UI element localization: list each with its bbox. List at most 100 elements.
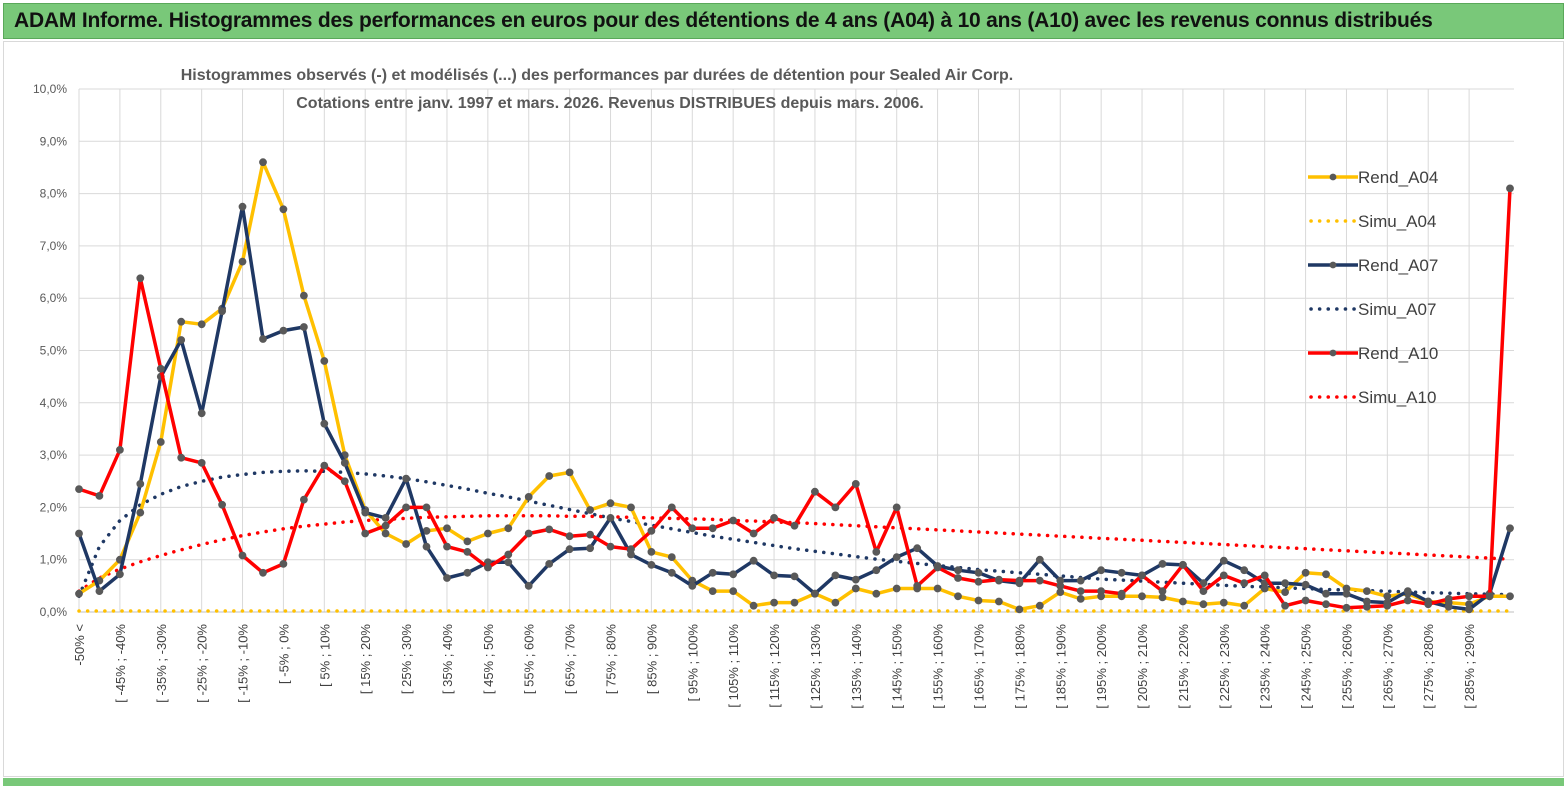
data-point [422, 503, 431, 512]
y-tick-label: 0,0% [40, 605, 68, 619]
data-point [279, 560, 288, 568]
data-point [1281, 579, 1289, 588]
y-tick-label: 8,0% [40, 187, 68, 201]
data-point [75, 589, 83, 598]
data-point [320, 357, 329, 365]
data-point [954, 592, 962, 601]
series-rend-a07 [75, 202, 1514, 614]
data-point [116, 446, 124, 454]
data-point [1035, 601, 1044, 610]
data-point [484, 529, 492, 538]
data-point [1179, 597, 1187, 606]
data-point [1076, 587, 1085, 595]
data-point [892, 584, 901, 593]
data-point [1035, 576, 1044, 585]
data-point [1342, 589, 1351, 598]
y-tick-label: 7,0% [40, 239, 68, 253]
data-point [667, 568, 676, 577]
data-point [218, 500, 227, 509]
data-point [1506, 592, 1514, 601]
data-point [1076, 595, 1085, 603]
legend-label: Rend_A10 [1358, 344, 1438, 363]
data-point [606, 542, 615, 551]
x-tick-label: [ 255% ; 260% [1339, 624, 1354, 709]
data-point [974, 577, 983, 586]
x-tick-label: [ 45% ; 50% [481, 624, 496, 695]
data-point [1260, 571, 1269, 580]
data-point [606, 514, 615, 522]
data-point [688, 582, 697, 590]
series-line [78, 160, 1510, 612]
data-point [586, 506, 594, 514]
data-point [1342, 603, 1351, 612]
legend-item-simu-a07: Simu_A07 [1309, 300, 1436, 319]
data-point [974, 596, 983, 605]
data-point [1015, 576, 1024, 585]
x-tick-label: [ 245% ; 250% [1299, 624, 1314, 709]
data-point [136, 274, 145, 283]
data-point [851, 575, 860, 584]
data-point [524, 529, 533, 538]
data-point [197, 409, 206, 418]
data-point [300, 291, 308, 300]
data-point [1383, 601, 1392, 610]
data-point [238, 257, 247, 266]
data-point [1301, 580, 1310, 589]
data-point [1138, 592, 1146, 601]
data-point [1506, 524, 1514, 533]
data-point [320, 461, 329, 470]
data-point [790, 598, 799, 607]
data-point [300, 495, 308, 504]
data-point [933, 584, 942, 593]
x-tick-label: [ 5% ; 10% [317, 624, 332, 687]
data-point [811, 487, 819, 496]
data-point [1097, 566, 1105, 575]
data-point [177, 317, 186, 326]
data-point [1322, 589, 1330, 598]
legend-label: Simu_A07 [1358, 300, 1436, 319]
data-point [116, 570, 124, 579]
x-tick-label: [ 65% ; 70% [563, 624, 578, 695]
x-tick-label: [ 105% ; 110% [726, 624, 741, 708]
x-axis-ticks: -50% < [ -45% ; -40% [ -35% ; -30% [ -25% ;… [72, 624, 1477, 709]
data-point [136, 508, 145, 517]
data-point [504, 550, 513, 559]
data-point [156, 438, 165, 446]
data-point [381, 514, 390, 522]
x-tick-label: [ -45% ; -40% [113, 624, 128, 703]
data-point [606, 499, 615, 508]
data-point [320, 419, 329, 428]
x-tick-label: [ 25% ; 30% [399, 624, 414, 695]
data-point [279, 326, 288, 335]
legend-label: Rend_A04 [1358, 168, 1438, 187]
x-tick-label: [ 115% ; 120% [767, 624, 782, 708]
data-point [361, 529, 370, 538]
x-tick-label: [ -5% ; 0% [276, 624, 291, 684]
data-point [75, 485, 83, 494]
data-point [1281, 588, 1289, 596]
data-point [1117, 568, 1126, 577]
data-point [545, 472, 554, 480]
data-point [1240, 579, 1249, 588]
data-point [831, 598, 840, 607]
data-point [688, 524, 697, 533]
data-point [1240, 601, 1249, 610]
x-tick-label: [ 205% ; 210% [1135, 624, 1150, 709]
data-point [565, 468, 574, 477]
series-lines [75, 158, 1514, 614]
data-point [749, 601, 758, 610]
data-point [1444, 602, 1453, 611]
legend-item-rend-a10: Rend_A10 [1308, 344, 1438, 363]
data-point [647, 548, 656, 556]
bottom-strip [3, 778, 1564, 786]
legend-item-simu-a10: Simu_A10 [1309, 388, 1436, 407]
data-point [811, 589, 819, 598]
data-point [565, 545, 574, 554]
data-point [156, 364, 165, 373]
data-point [463, 537, 472, 546]
data-point [1138, 571, 1146, 580]
data-point [443, 542, 451, 551]
data-point [443, 524, 451, 533]
data-point [954, 574, 962, 582]
x-tick-label: [ 55% ; 60% [522, 624, 537, 695]
